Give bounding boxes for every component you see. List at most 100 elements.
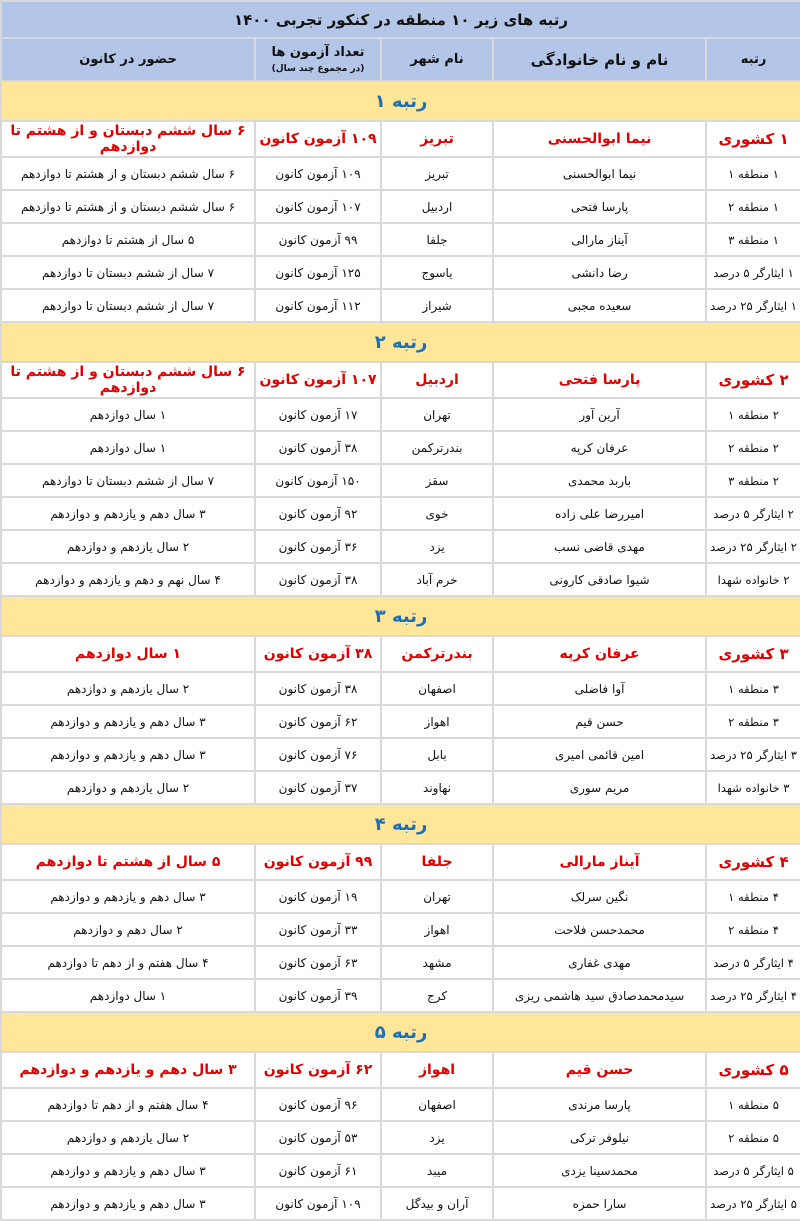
cell-name: نیما ابوالحسنی bbox=[492, 156, 708, 191]
cell-rank: ۴ منطقه ۲ bbox=[705, 912, 800, 947]
cell-rank: ۳ منطقه ۱ bbox=[705, 671, 800, 706]
cell-rank: ۳ منطقه ۲ bbox=[705, 704, 800, 739]
cell-exams: ۳۷ آزمون کانون bbox=[254, 770, 383, 805]
cell-attendance: ۴ سال نهم و دهم و یازدهم و دوازدهم bbox=[0, 562, 257, 597]
cell-city: میبد bbox=[380, 1153, 495, 1188]
cell-city: اهواز bbox=[380, 1051, 495, 1089]
cell-exams: ۹۲ آزمون کانون bbox=[254, 496, 383, 531]
cell-exams: ۱۰۷ آزمون کانون bbox=[254, 189, 383, 224]
cell-rank: ۳ ایثارگر ۲۵ درصد bbox=[705, 737, 800, 772]
cell-exams: ۱۷ آزمون کانون bbox=[254, 397, 383, 432]
cell-name: نگین سرلک bbox=[492, 879, 708, 914]
cell-rank: ۵ منطقه ۲ bbox=[705, 1120, 800, 1155]
cell-name: محمدسینا یزدی bbox=[492, 1153, 708, 1188]
table-title: رتبه های زیر ۱۰ منطقه در کنکور تجربی ۱۴۰… bbox=[0, 0, 800, 39]
cell-city: تهران bbox=[380, 879, 495, 914]
cell-city: مشهد bbox=[380, 945, 495, 980]
header-exams: تعداد آزمون ها (در مجموع چند سال) bbox=[254, 37, 383, 82]
cell-attendance: ۳ سال دهم و یازدهم و دوازدهم bbox=[0, 737, 257, 772]
cell-name: مریم سوری bbox=[492, 770, 708, 805]
cell-rank: ۵ منطقه ۱ bbox=[705, 1087, 800, 1122]
national-rank-row: ۱ کشوری نیما ابوالحسنی تبریز ۱۰۹ آزمون کانو… bbox=[0, 120, 800, 158]
section-title: رتبه ۲ bbox=[0, 321, 800, 363]
cell-name: امیررضا علی زاده bbox=[492, 496, 708, 531]
cell-attendance: ۳ سال دهم و یازدهم و دوازدهم bbox=[0, 1186, 257, 1221]
table-row: ۳ خانواده شهدا مریم سوری نهاوند ۳۷ آزمون کا… bbox=[0, 770, 800, 805]
table-row: ۵ منطقه ۲ نیلوفر ترکی یزد ۵۳ آزمون کانون ۲ س… bbox=[0, 1120, 800, 1155]
cell-city: بابل bbox=[380, 737, 495, 772]
table-row: ۵ ایثارگر ۵ درصد محمدسینا یزدی میبد ۶۱ آزمو… bbox=[0, 1153, 800, 1188]
table-row: ۴ ایثارگر ۵ درصد مهدی غفاری مشهد ۶۳ آزمون ک… bbox=[0, 945, 800, 980]
table-row: ۲ خانواده شهدا شیوا صادقی کارونی خرم آباد ۳… bbox=[0, 562, 800, 597]
cell-exams: ۱۹ آزمون کانون bbox=[254, 879, 383, 914]
cell-rank: ۵ کشوری bbox=[705, 1051, 800, 1089]
cell-city: جلفا bbox=[380, 843, 495, 881]
cell-city: یزد bbox=[380, 1120, 495, 1155]
cell-rank: ۲ خانواده شهدا bbox=[705, 562, 800, 597]
cell-name: نیلوفر ترکی bbox=[492, 1120, 708, 1155]
cell-city: اهواز bbox=[380, 704, 495, 739]
cell-city: بندرترکمن bbox=[380, 635, 495, 673]
cell-exams: ۶۱ آزمون کانون bbox=[254, 1153, 383, 1188]
cell-name: سیدمحمدصادق سید هاشمی ریزی bbox=[492, 978, 708, 1013]
table-row: ۲ ایثارگر ۲۵ درصد مهدی قاضی نسب یزد ۳۶ آزمو… bbox=[0, 529, 800, 564]
cell-rank: ۵ ایثارگر ۵ درصد bbox=[705, 1153, 800, 1188]
cell-exams: ۹۹ آزمون کانون bbox=[254, 222, 383, 257]
table-row: ۲ منطقه ۲ عرفان کرپه بندرترکمن ۳۸ آزمون کان… bbox=[0, 430, 800, 465]
cell-attendance: ۶ سال ششم دبستان و از هشتم تا دوازدهم bbox=[0, 120, 257, 158]
section-title: رتبه ۵ bbox=[0, 1011, 800, 1053]
table-row: ۴ منطقه ۱ نگین سرلک تهران ۱۹ آزمون کانون ۳ س… bbox=[0, 879, 800, 914]
cell-rank: ۲ ایثارگر ۵ درصد bbox=[705, 496, 800, 531]
cell-city: بندرترکمن bbox=[380, 430, 495, 465]
cell-attendance: ۱ سال دوازدهم bbox=[0, 397, 257, 432]
cell-exams: ۱۱۲ آزمون کانون bbox=[254, 288, 383, 323]
table-row: ۴ منطقه ۲ محمدحسن فلاحت اهواز ۳۳ آزمون کانو… bbox=[0, 912, 800, 947]
cell-rank: ۴ ایثارگر ۲۵ درصد bbox=[705, 978, 800, 1013]
cell-name: سارا حمزه bbox=[492, 1186, 708, 1221]
cell-rank: ۱ کشوری bbox=[705, 120, 800, 158]
section-title: رتبه ۳ bbox=[0, 595, 800, 637]
cell-name: مهدی غفاری bbox=[492, 945, 708, 980]
cell-exams: ۳۶ آزمون کانون bbox=[254, 529, 383, 564]
cell-name: آیناز مارالی bbox=[492, 843, 708, 881]
table-row: ۳ منطقه ۱ آوا فاضلی اصفهان ۳۸ آزمون کانون ۲ … bbox=[0, 671, 800, 706]
table-row: ۴ ایثارگر ۲۵ درصد سیدمحمدصادق سید هاشمی ر… bbox=[0, 978, 800, 1013]
cell-attendance: ۶ سال ششم دبستان و از هشتم تا دوازدهم bbox=[0, 361, 257, 399]
cell-exams: ۶۲ آزمون کانون bbox=[254, 1051, 383, 1089]
cell-rank: ۲ کشوری bbox=[705, 361, 800, 399]
header-name: نام و نام خانوادگی bbox=[492, 37, 708, 82]
table-row: ۳ ایثارگر ۲۵ درصد امین قائمی امیری بابل ۷۶ … bbox=[0, 737, 800, 772]
cell-city: تبریز bbox=[380, 120, 495, 158]
cell-rank: ۱ منطقه ۱ bbox=[705, 156, 800, 191]
cell-name: باربد محمدی bbox=[492, 463, 708, 498]
cell-name: پارسا مرندی bbox=[492, 1087, 708, 1122]
table-row: ۱ ایثارگر ۲۵ درصد سعیده مجبی شیراز ۱۱۲ آزمو… bbox=[0, 288, 800, 323]
header-attendance: حضور در کانون bbox=[0, 37, 257, 82]
header-city: نام شهر bbox=[380, 37, 495, 82]
cell-city: کرج bbox=[380, 978, 495, 1013]
cell-attendance: ۷ سال از ششم دبستان تا دوازدهم bbox=[0, 255, 257, 290]
cell-exams: ۳۳ آزمون کانون bbox=[254, 912, 383, 947]
cell-city: تهران bbox=[380, 397, 495, 432]
cell-attendance: ۲ سال یازدهم و دوازدهم bbox=[0, 770, 257, 805]
cell-rank: ۴ ایثارگر ۵ درصد bbox=[705, 945, 800, 980]
national-rank-row: ۳ کشوری عرفان کرپه بندرترکمن ۳۸ آزمون کانون… bbox=[0, 635, 800, 673]
cell-name: شیوا صادقی کارونی bbox=[492, 562, 708, 597]
cell-rank: ۴ منطقه ۱ bbox=[705, 879, 800, 914]
cell-attendance: ۲ سال یازدهم و دوازدهم bbox=[0, 1120, 257, 1155]
cell-attendance: ۳ سال دهم و یازدهم و دوازدهم bbox=[0, 704, 257, 739]
cell-city: یاسوج bbox=[380, 255, 495, 290]
cell-exams: ۹۹ آزمون کانون bbox=[254, 843, 383, 881]
national-rank-row: ۲ کشوری پارسا فتحی اردبیل ۱۰۷ آزمون کانون ۶ … bbox=[0, 361, 800, 399]
cell-attendance: ۵ سال از هشتم تا دوازدهم bbox=[0, 843, 257, 881]
cell-city: اردبیل bbox=[380, 361, 495, 399]
cell-exams: ۱۰۹ آزمون کانون bbox=[254, 120, 383, 158]
cell-exams: ۱۰۷ آزمون کانون bbox=[254, 361, 383, 399]
cell-attendance: ۳ سال دهم و یازدهم و دوازدهم bbox=[0, 496, 257, 531]
cell-rank: ۲ ایثارگر ۲۵ درصد bbox=[705, 529, 800, 564]
cell-rank: ۱ منطقه ۳ bbox=[705, 222, 800, 257]
table-row: ۵ منطقه ۱ پارسا مرندی اصفهان ۹۶ آزمون کانون… bbox=[0, 1087, 800, 1122]
cell-rank: ۴ کشوری bbox=[705, 843, 800, 881]
cell-rank: ۱ منطقه ۲ bbox=[705, 189, 800, 224]
cell-exams: ۶۳ آزمون کانون bbox=[254, 945, 383, 980]
